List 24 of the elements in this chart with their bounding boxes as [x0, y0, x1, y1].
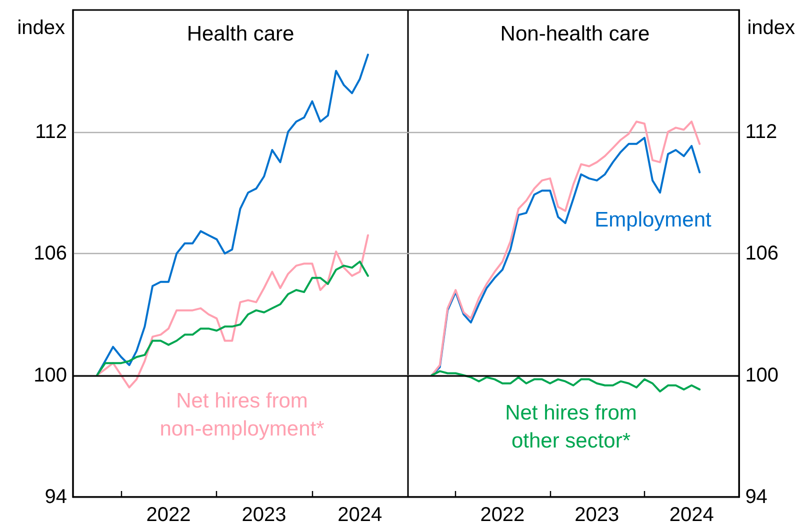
y-axis-title: index	[747, 17, 795, 39]
x-tick-label: 2023	[574, 504, 620, 526]
line-series	[430, 370, 701, 392]
x-tick-label: 2022	[146, 504, 191, 526]
y-tick-label: 112	[745, 120, 778, 143]
y-tick-label: 94	[44, 486, 67, 508]
x-tick-label: 2024	[669, 504, 714, 526]
y-tick-label: 106	[745, 242, 779, 264]
text: Health care	[186, 22, 294, 46]
x-tick-label: 2022	[480, 504, 525, 526]
y-tick-label: 106	[34, 242, 67, 264]
series-label: Employment	[594, 208, 712, 232]
y-axis-title: index	[17, 17, 65, 39]
line-series	[96, 260, 369, 376]
text: Non-health care	[500, 22, 650, 46]
y-tick-label: 112	[35, 120, 67, 143]
y-tick-label: 100	[34, 364, 67, 386]
y-tick-label: 100	[745, 364, 779, 386]
y-tick-label: 94	[745, 486, 768, 508]
series-label: Net hires from non-employment*	[160, 390, 324, 440]
x-tick-label: 2023	[242, 504, 286, 526]
series-label: Net hires from other sector*	[505, 402, 637, 452]
x-tick-label: 2024	[338, 504, 382, 526]
line-series	[96, 234, 369, 388]
